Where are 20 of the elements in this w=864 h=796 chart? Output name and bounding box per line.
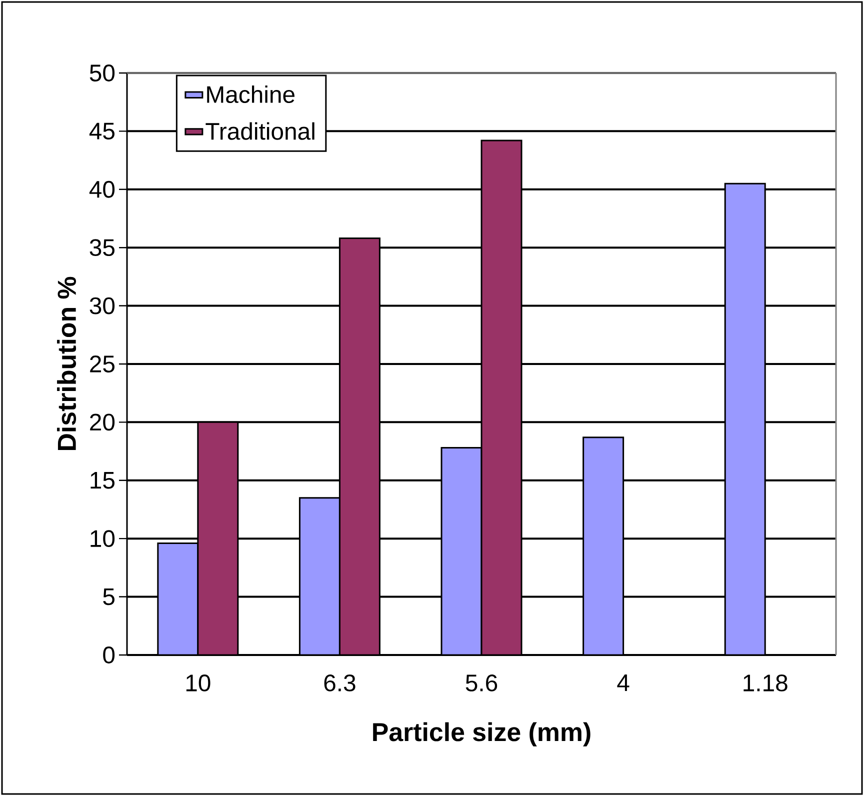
y-tick-label: 50 bbox=[90, 64, 115, 82]
x-tick-label: 6.3 bbox=[324, 674, 356, 692]
y-tick-label: 30 bbox=[90, 297, 115, 314]
y-tick-label: 45 bbox=[89, 122, 114, 140]
x-tick-label: 1.18 bbox=[744, 674, 788, 692]
y-tick-label: 15 bbox=[90, 472, 114, 489]
legend-label: Machine bbox=[207, 85, 294, 104]
y-tick-label: 35 bbox=[90, 239, 114, 256]
legend-label: Traditional bbox=[206, 122, 314, 140]
y-tick-label: 25 bbox=[90, 356, 114, 372]
x-axis-title: Particle size (mm) bbox=[373, 722, 590, 746]
y-tick-label: 10 bbox=[90, 530, 115, 548]
y-tick-label: 40 bbox=[89, 180, 115, 198]
y-tick-label: 0 bbox=[103, 646, 115, 664]
x-tick-label: 5.6 bbox=[466, 674, 498, 692]
x-tick-label: 10 bbox=[186, 674, 210, 692]
x-tick-label: 4 bbox=[617, 674, 630, 691]
y-axis-title: Distribution % bbox=[57, 276, 76, 450]
y-tick-label: 5 bbox=[103, 588, 114, 606]
y-tick-label: 20 bbox=[90, 414, 115, 431]
